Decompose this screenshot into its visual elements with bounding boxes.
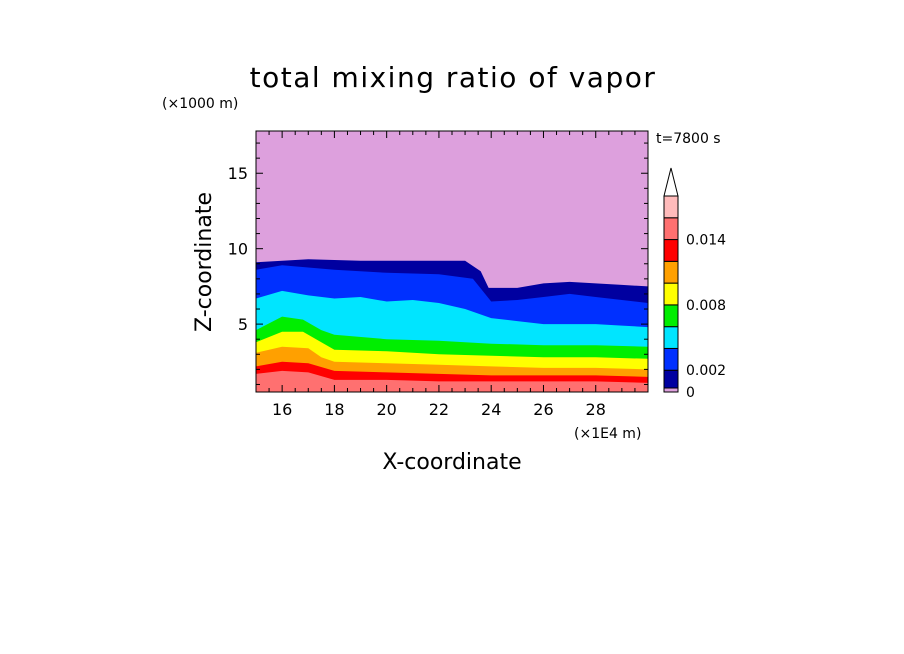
y-tick-label: 15 <box>228 164 248 183</box>
colorbar-swatch <box>663 260 679 284</box>
x-tick-label: 16 <box>272 400 292 419</box>
x-unit-label: (×1E4 m) <box>574 426 641 442</box>
colorbar-swatch <box>663 195 679 219</box>
x-axis-title: X-coordinate <box>382 450 521 475</box>
x-tick-label: 26 <box>533 400 553 419</box>
colorbar-swatch-lowest <box>663 387 679 393</box>
colorbar-swatch <box>663 347 679 371</box>
x-tick-label: 18 <box>324 400 344 419</box>
y-axis-title: Z-coordinate <box>192 192 217 332</box>
y-axis: 5 10 15 <box>228 142 648 385</box>
colorbar-extend-arrow <box>663 167 679 197</box>
x-tick-label: 20 <box>376 400 396 419</box>
y-tick-label: 5 <box>238 315 248 334</box>
x-tick-label: 28 <box>586 400 606 419</box>
contour-fills <box>256 131 648 392</box>
chart-title: total mixing ratio of vapor <box>250 61 657 94</box>
colorbar-swatch <box>663 282 679 306</box>
colorbar-swatch <box>663 217 679 241</box>
colorbar-swatch <box>663 239 679 262</box>
y-unit-label: (×1000 m) <box>162 96 238 112</box>
colorbar: 0 0.002 0.008 0.014 <box>663 167 726 401</box>
colorbar-label: 0.002 <box>686 363 726 379</box>
x-axis: 16 18 20 22 24 26 28 <box>255 131 649 419</box>
x-tick-label: 24 <box>481 400 501 419</box>
colorbar-label: 0 <box>686 385 695 401</box>
contour-band-7 <box>256 370 648 392</box>
x-tick-label: 22 <box>429 400 449 419</box>
colorbar-swatch <box>663 304 679 328</box>
colorbar-label: 0.014 <box>686 233 726 249</box>
colorbar-label: 0.008 <box>686 298 726 314</box>
colorbar-swatch <box>663 326 679 349</box>
y-tick-label: 10 <box>228 240 248 259</box>
time-label: t=7800 s <box>656 131 721 147</box>
